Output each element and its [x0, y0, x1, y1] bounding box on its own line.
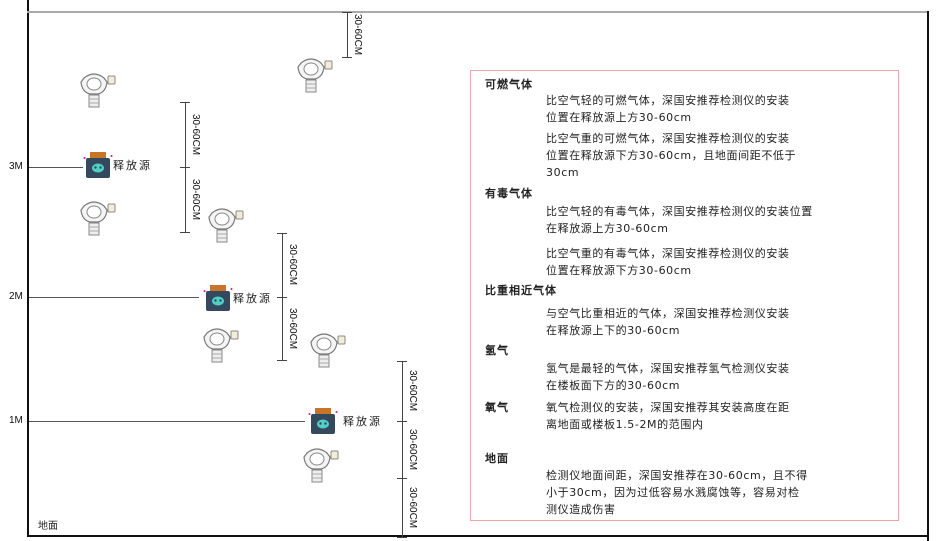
gas-detector-icon [80, 70, 116, 116]
text-line: 30cm [546, 166, 580, 179]
release-source-label: 释放源 [343, 415, 382, 428]
text-line: 氢气是最轻的气体，深国安推荐氢气检测仪安装 [546, 362, 790, 375]
dimension-line [402, 421, 403, 478]
heading-hydrogen: 氢气 [485, 344, 509, 357]
text-line: 在释放源上下的30-60cm [546, 324, 681, 337]
dimension-line [347, 12, 348, 57]
oxygen-text: 氧气检测仪的安装，深国安推荐其安装高度在距 离地面或楼板1.5-2M的范围内 [546, 399, 790, 433]
level-1m-line [29, 421, 305, 422]
text-line: 检测仪地面间距，深国安推荐在30-60cm，且不得 [546, 469, 808, 482]
text-line: 在楼板面下方的30-60cm [546, 379, 681, 392]
dimension-tick [277, 233, 287, 234]
floor-line [27, 535, 929, 537]
level-3m-line [29, 167, 83, 168]
toxic-light-text: 比空气轻的有毒气体，深国安推荐检测仪的安装位置 在释放源上方30-60cm [546, 203, 813, 237]
toxic-heavy-text: 比空气重的有毒气体，深国安推荐检测仪的安装 位置在释放源下方30-60cm [546, 245, 790, 279]
dimension-tick [397, 537, 407, 538]
ceiling-line [27, 11, 929, 13]
ground-text: 检测仪地面间距，深国安推荐在30-60cm，且不得 小于30cm，因为过低容易水溅… [546, 467, 808, 518]
text-line: 比空气轻的有毒气体，深国安推荐检测仪的安装位置 [546, 205, 813, 218]
text-line: 离地面或楼板1.5-2M的范围内 [546, 418, 704, 431]
dimension-line [402, 361, 403, 421]
dimension-line [185, 102, 186, 167]
dimension-label: 30-60CM [287, 307, 298, 349]
dimension-label: 30-60CM [287, 244, 298, 286]
dimension-tick [397, 361, 407, 362]
dimension-tick [180, 167, 190, 168]
gas-detector-icon [310, 330, 346, 376]
dimension-tick [277, 360, 287, 361]
combustible-heavy-text: 比空气重的可燃气体，深国安推荐检测仪的安装 位置在释放源下方30-60cm，且地面… [546, 130, 796, 181]
text-line: 小于30cm，因为过低容易水溅腐蚀等，容易对检 [546, 486, 800, 499]
gas-detector-icon [203, 325, 239, 371]
heading-toxic: 有毒气体 [485, 187, 533, 200]
text-line: 在释放源上方30-60cm [546, 222, 669, 235]
dimension-tick [342, 12, 352, 13]
similar-text: 与空气比重相近的气体，深国安推荐检测仪安装 在释放源上下的30-60cm [546, 305, 790, 339]
level-1m-label: 1M [9, 415, 23, 426]
hydrogen-text: 氢气是最轻的气体，深国安推荐氢气检测仪安装 在楼板面下方的30-60cm [546, 360, 790, 394]
dimension-line [185, 167, 186, 232]
dimension-label: 30-60CM [190, 113, 201, 155]
gas-detector-icon [80, 198, 116, 244]
heading-oxygen: 氧气 [485, 401, 509, 414]
release-source-icon [83, 150, 113, 184]
release-source-label: 释放源 [233, 292, 272, 305]
text-line: 比空气重的可燃气体，深国安推荐检测仪的安装 [546, 132, 790, 145]
ground-label: 地面 [38, 521, 58, 532]
gas-detector-icon [303, 445, 339, 491]
release-source-label: 释放源 [113, 159, 152, 172]
dimension-tick [277, 297, 287, 298]
dimension-tick [180, 102, 190, 103]
dimension-label: 30-60CM [407, 370, 418, 412]
dimension-line [282, 233, 283, 297]
dimension-label: 30-60CM [407, 486, 418, 528]
dimension-tick [180, 232, 190, 233]
level-2m-label: 2M [9, 291, 23, 302]
release-source-icon [203, 283, 233, 317]
dimension-label: 30-60CM [352, 13, 363, 55]
dimension-line [402, 478, 403, 537]
left-wall [27, 0, 29, 537]
combustible-light-text: 比空气轻的可燃气体，深国安推荐检测仪的安装 位置在释放源上方30-60cm [546, 92, 790, 126]
gas-detector-icon [297, 55, 333, 101]
heading-ground: 地面 [485, 452, 509, 465]
installation-guidelines-box: 可燃气体 比空气轻的可燃气体，深国安推荐检测仪的安装 位置在释放源上方30-60c… [470, 70, 899, 521]
text-line: 位置在释放源下方30-60cm [546, 264, 692, 277]
text-line: 氧气检测仪的安装，深国安推荐其安装高度在距 [546, 401, 790, 414]
release-source-icon [308, 406, 338, 440]
text-line: 与空气比重相近的气体，深国安推荐检测仪安装 [546, 307, 790, 320]
level-2m-line [29, 297, 199, 298]
dimension-tick [342, 57, 352, 58]
dimension-tick [397, 421, 407, 422]
right-wall [927, 11, 929, 541]
text-line: 比空气重的有毒气体，深国安推荐检测仪的安装 [546, 247, 790, 260]
gas-detector-icon [208, 205, 244, 251]
text-line: 比空气轻的可燃气体，深国安推荐检测仪的安装 [546, 94, 790, 107]
text-line: 位置在释放源下方30-60cm，且地面间距不低于 [546, 149, 797, 162]
text-line: 测仪造成伤害 [546, 503, 616, 516]
level-3m-label: 3M [9, 161, 23, 172]
dimension-line [282, 297, 283, 360]
dimension-tick [397, 478, 407, 479]
dimension-label: 30-60CM [407, 428, 418, 470]
heading-similar: 比重相近气体 [485, 284, 557, 297]
heading-combustible: 可燃气体 [485, 78, 533, 91]
text-line: 位置在释放源上方30-60cm [546, 111, 692, 124]
dimension-label: 30-60CM [190, 178, 201, 220]
